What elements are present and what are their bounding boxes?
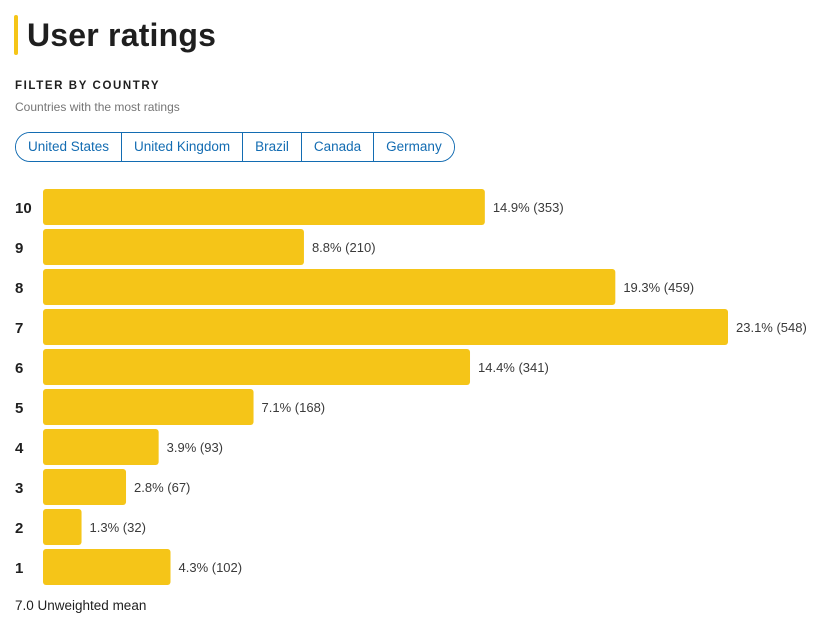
unweighted-mean: 7.0 Unweighted mean [15,598,147,613]
bar-value-label-4: 3.9% (93) [167,440,223,455]
bar-value-label-1: 4.3% (102) [179,560,243,575]
bar-value-label-7: 23.1% (548) [736,320,807,335]
bar-value-label-9: 8.8% (210) [312,240,376,255]
bar-value-label-6: 14.4% (341) [478,360,549,375]
rating-bar-2[interactable] [43,509,82,545]
rating-bar-7[interactable] [43,309,728,345]
bar-value-label-8: 19.3% (459) [623,280,694,295]
rating-label-8: 8 [15,280,23,297]
country-filter-group: United States United Kingdom Brazil Cana… [15,132,455,162]
rating-bar-8[interactable] [43,269,616,305]
rating-label-10: 10 [15,200,32,217]
rating-label-3: 3 [15,480,23,497]
rating-label-4: 4 [15,440,24,457]
filter-sublabel: Countries with the most ratings [15,100,180,114]
bar-value-label-2: 1.3% (32) [90,520,146,535]
page-title: User ratings [27,16,217,53]
rating-label-1: 1 [15,560,23,577]
rating-bar-4[interactable] [43,429,159,465]
rating-bar-3[interactable] [43,469,127,505]
rating-label-6: 6 [15,360,23,377]
rating-bar-10[interactable] [43,189,485,225]
rating-label-7: 7 [15,320,23,337]
title-accent-bar [14,15,18,55]
rating-label-5: 5 [15,400,23,417]
page-header: User ratings [14,14,216,56]
rating-bar-5[interactable] [43,389,254,425]
bar-value-label-10: 14.9% (353) [493,200,564,215]
country-chip-brazil[interactable]: Brazil [243,133,302,161]
rating-label-2: 2 [15,520,23,537]
rating-bar-9[interactable] [43,229,304,265]
country-chip-germany[interactable]: Germany [374,133,454,161]
filter-label: FILTER BY COUNTRY [15,80,161,92]
bar-value-label-3: 2.8% (67) [134,480,190,495]
rating-bar-1[interactable] [43,549,171,585]
rating-bar-6[interactable] [43,349,471,385]
country-chip-united-states[interactable]: United States [16,133,123,161]
country-chip-united-kingdom[interactable]: United Kingdom [122,133,244,161]
country-chip-canada[interactable]: Canada [301,133,375,161]
bar-value-label-5: 7.1% (168) [262,400,326,415]
rating-label-9: 9 [15,240,23,257]
